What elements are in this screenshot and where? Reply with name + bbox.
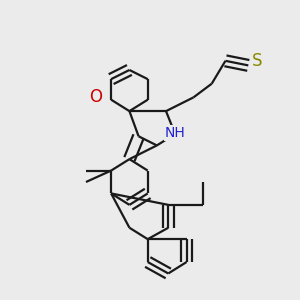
Text: O: O bbox=[88, 88, 102, 106]
Text: NH: NH bbox=[165, 126, 185, 140]
Text: S: S bbox=[252, 52, 263, 70]
